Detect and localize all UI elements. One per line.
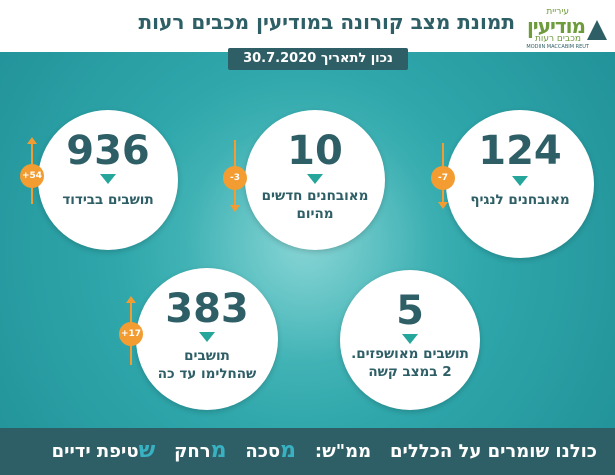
stat-recovered-value: 383 xyxy=(165,286,249,332)
footer-rule2-letter: מ xyxy=(210,438,227,463)
arrow-up-icon xyxy=(27,137,37,144)
footer-rule2-rest: רחק xyxy=(174,441,211,462)
footer-banner: כולנו שומרים על הכללים ממ"ש: מסכה מרחק ש… xyxy=(0,428,615,475)
header: תמונת מצב קורונה במודיעין מכבים רעות עיר… xyxy=(0,0,615,52)
arrow-down-icon xyxy=(438,202,448,209)
stat-confirmed-change-badge: -7 xyxy=(431,166,455,190)
stat-recovered-circle: 383 תושבים שהחלימו עד כה xyxy=(136,268,278,410)
logo-mark-icon xyxy=(587,20,607,40)
stat-hospitalized-value: 5 xyxy=(396,288,424,334)
stat-new-today-value: 10 xyxy=(287,128,343,174)
stat-confirmed-circle: 124 מאובחנים לנגיף xyxy=(446,110,594,258)
stat-new-today-label-line1: מאובחנים חדשים xyxy=(261,188,369,204)
footer-acronym: ממ"ש: xyxy=(314,441,372,462)
logo-english-text: MODIIN MACCABIM REUT xyxy=(526,44,589,50)
city-logo: עיריית מודיעין מכבים רעות MODIIN MACCABI… xyxy=(517,6,607,50)
footer-text: כולנו שומרים על הכללים ממ"ש: מסכה מרחק ש… xyxy=(52,438,597,463)
footer-rule1-letter: מ xyxy=(280,438,297,463)
footer-prefix: כולנו שומרים על הכללים xyxy=(390,441,597,462)
stat-isolation-value: 936 xyxy=(66,128,150,174)
stat-hospitalized-label-line1: תושבים מאושפזים. xyxy=(351,346,469,362)
stat-new-today-circle: 10 מאובחנים חדשים מהיום xyxy=(245,110,385,250)
arrow-up-icon xyxy=(126,296,136,303)
logo-main-text: מודיעין xyxy=(526,14,586,38)
logo-sub-text: מכבים רעות xyxy=(534,34,581,44)
down-triangle-icon xyxy=(402,334,418,344)
down-triangle-icon xyxy=(307,174,323,184)
stat-new-today-label-line2: מהיום xyxy=(296,206,334,222)
logo-small-text: עיריית xyxy=(546,7,569,17)
page-title: תמונת מצב קורונה במודיעין מכבים רעות xyxy=(138,10,515,34)
stat-recovered-label-line2: שהחלימו עד כה xyxy=(157,366,257,382)
footer-rule1-rest: סכה xyxy=(245,441,281,462)
stat-recovered-change-badge: +17 xyxy=(119,322,143,346)
arrow-down-icon xyxy=(230,205,240,212)
stat-new-today-change-badge: -3 xyxy=(223,166,247,190)
stat-hospitalized-label-line2: 2 במצב קשה xyxy=(368,364,452,380)
footer-rule3-rest: טיפת ידיים xyxy=(51,441,139,462)
stat-isolation-circle: 936 תושבים בבידוד xyxy=(38,110,178,250)
stat-isolation-change-badge: +54 xyxy=(20,164,44,188)
stat-isolation-label: תושבים בבידוד xyxy=(62,192,154,208)
down-triangle-icon xyxy=(199,332,215,342)
stat-recovered-label-line1: תושבים xyxy=(184,348,230,364)
down-triangle-icon xyxy=(512,176,528,186)
date-label: נכון לתאריך 30.7.2020 xyxy=(228,48,408,70)
down-triangle-icon xyxy=(100,174,116,184)
stat-confirmed-value: 124 xyxy=(478,128,562,174)
stat-hospitalized-circle: 5 תושבים מאושפזים. 2 במצב קשה xyxy=(340,270,480,410)
stat-confirmed-label: מאובחנים לנגיף xyxy=(470,192,570,208)
footer-rule3-letter: ש xyxy=(138,438,156,463)
